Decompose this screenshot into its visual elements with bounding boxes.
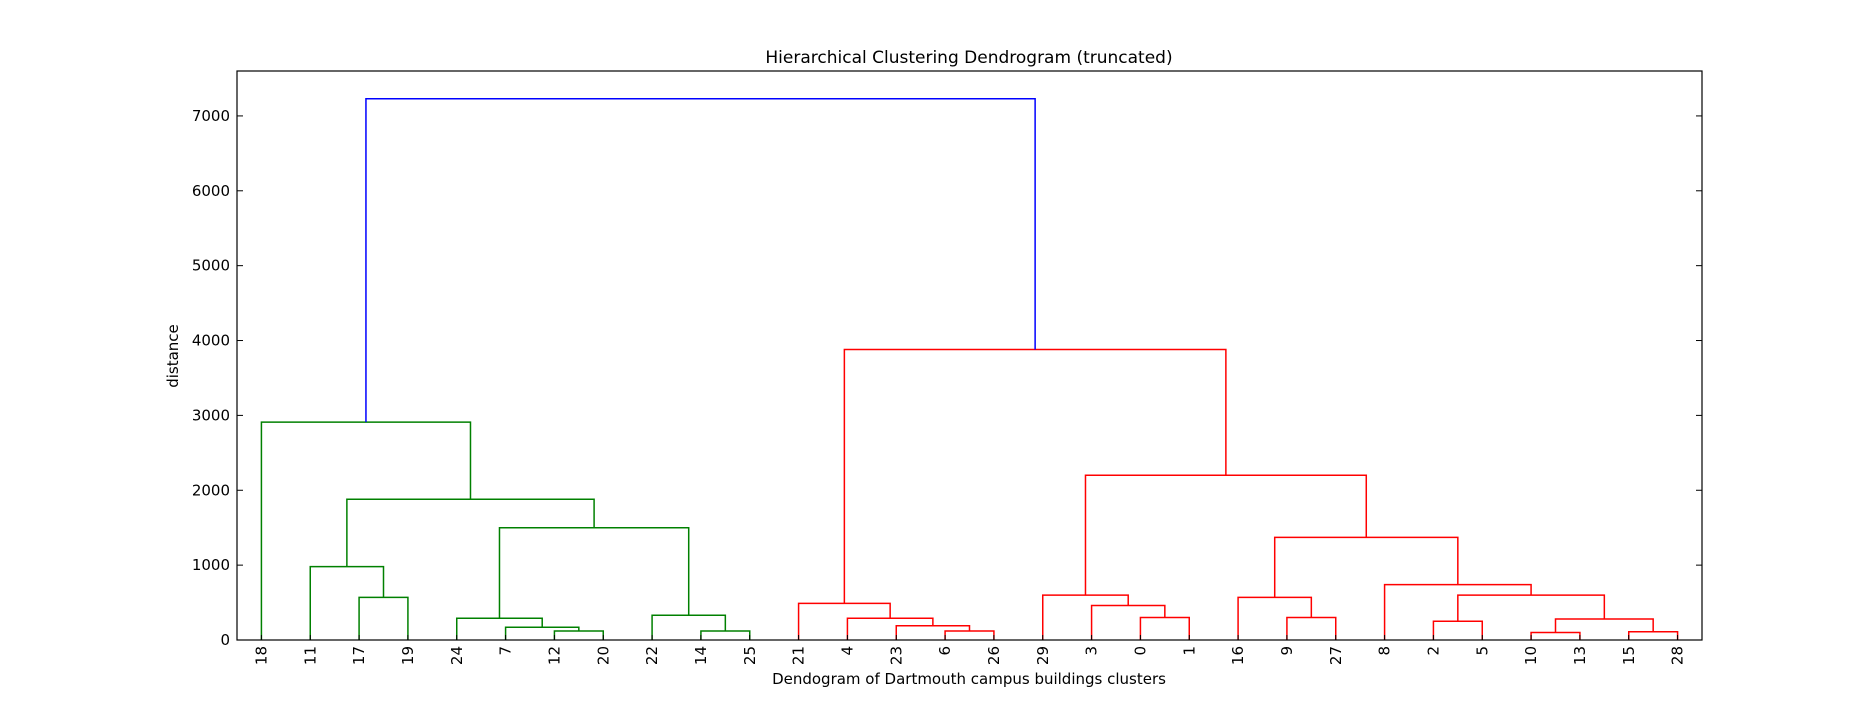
x-tick-label: 19: [399, 646, 417, 665]
dendrogram-link: [1457, 594, 1606, 622]
x-axis-label: Dendogram of Dartmouth campus buildings …: [772, 670, 1166, 688]
dendrogram-link: [1286, 616, 1337, 640]
y-tick-label: 6000: [192, 182, 230, 200]
x-tick-label: 4: [838, 646, 856, 656]
dendrogram-link: [797, 602, 891, 640]
dendrogram-link: [1554, 618, 1654, 633]
y-tick-label: 3000: [192, 406, 230, 424]
chart-title: Hierarchical Clustering Dendrogram (trun…: [765, 48, 1172, 68]
x-tick-label: 9: [1278, 646, 1296, 656]
dendrogram-link: [504, 626, 580, 640]
x-tick-label: 16: [1229, 646, 1247, 665]
dendrogram-link: [309, 565, 385, 640]
x-tick-label: 25: [741, 646, 759, 665]
x-tick-label: 11: [301, 646, 319, 665]
y-tick-label: 0: [220, 631, 230, 649]
x-tick-label: 5: [1473, 646, 1491, 656]
dendrogram-link: [846, 617, 934, 640]
dendrogram-link: [1530, 631, 1581, 640]
x-tick-label: 17: [350, 646, 368, 665]
dendrogram-link: [358, 596, 409, 640]
x-tick-label: 29: [1034, 646, 1052, 665]
y-axis-ticks: 0 1000 2000 3000 4000 5000 6000 7000: [192, 107, 1702, 649]
y-tick-label: 7000: [192, 107, 230, 125]
x-tick-label: 10: [1522, 646, 1540, 665]
dendrogram-link: [498, 526, 690, 619]
dendrogram-link: [1090, 604, 1166, 640]
dendrogram-link: [456, 617, 543, 640]
dendrogram-link: [1432, 620, 1483, 640]
dendrogram-link: [895, 625, 971, 640]
dendrogram-links: [260, 97, 1679, 640]
x-tick-label: 13: [1571, 646, 1589, 665]
dendrogram-link: [1237, 596, 1313, 640]
y-tick-label: 4000: [192, 332, 230, 350]
dendrogram-link: [700, 630, 751, 640]
dendrogram-link: [651, 614, 727, 640]
y-tick-label: 1000: [192, 556, 230, 574]
x-tick-label: 20: [594, 646, 612, 665]
x-tick-label: 0: [1131, 646, 1149, 656]
dendrogram-link: [1273, 536, 1459, 598]
dendrogram-link: [944, 630, 995, 640]
dendrogram-link: [365, 97, 1036, 423]
x-tick-label: 6: [936, 646, 954, 656]
x-tick-label: 28: [1669, 646, 1687, 665]
x-tick-label: 2: [1424, 646, 1442, 656]
dendrogram-link: [260, 421, 472, 640]
dendrogram-link: [553, 630, 604, 640]
x-tick-label: 23: [887, 646, 905, 665]
x-tick-label: 12: [545, 646, 563, 665]
x-axis-ticks: 18 11 17 19 24 7 12 20 22 14 25 21 4 23 6 26 29 3 0 1 16 9 27 8…: [252, 635, 1687, 665]
x-tick-label: 7: [497, 646, 515, 656]
x-tick-label: 8: [1376, 646, 1394, 656]
y-axis-label: distance: [164, 324, 182, 388]
x-tick-label: 27: [1327, 646, 1345, 665]
plot-frame: [236, 70, 1703, 641]
x-tick-label: 22: [643, 646, 661, 665]
x-tick-label: 14: [692, 646, 710, 665]
dendrogram-link: [1628, 631, 1679, 640]
dendrogram-link: [843, 348, 1227, 604]
x-tick-label: 24: [448, 646, 466, 665]
x-tick-label: 21: [790, 646, 808, 665]
dendrogram-link: [1042, 594, 1129, 640]
x-tick-label: 18: [252, 646, 270, 665]
dendrogram-link: [346, 498, 595, 567]
y-tick-label: 5000: [192, 257, 230, 275]
x-tick-label: 3: [1083, 646, 1101, 656]
dendrogram-link: [1084, 474, 1368, 596]
y-tick-label: 2000: [192, 481, 230, 499]
dendrogram-link: [1139, 616, 1190, 640]
x-tick-label: 26: [985, 646, 1003, 665]
x-tick-label: 15: [1620, 646, 1638, 665]
x-tick-label: 1: [1180, 646, 1198, 656]
